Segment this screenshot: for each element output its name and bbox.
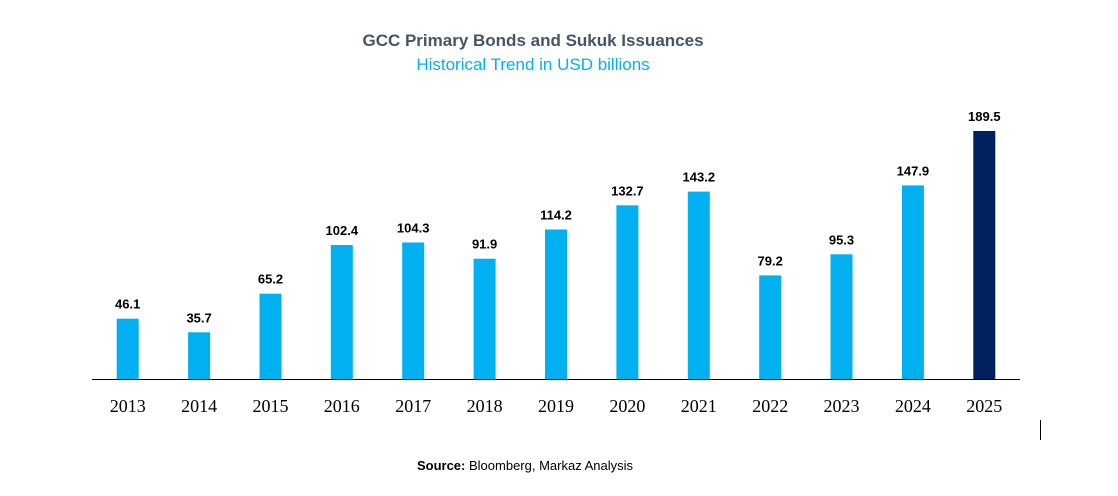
value-label-2020: 132.7: [611, 183, 644, 198]
bar-2015: [259, 293, 282, 379]
value-label-2013: 46.1: [115, 297, 140, 312]
value-label-2019: 114.2: [540, 208, 572, 223]
value-label-2016: 102.4: [326, 223, 359, 238]
bar-chart: 46.1 35.7 65.2 102.4 104.3 91.9 114.2 132.7 143.…: [92, 109, 1020, 416]
bar-2020: [616, 205, 639, 379]
chart-subtitle: Historical Trend in USD billions: [416, 55, 650, 74]
bar-2021: [687, 191, 710, 379]
x-tick-label-2020: 2020: [609, 396, 645, 416]
bars-group: [116, 131, 996, 379]
value-label-2025: 189.5: [968, 109, 1001, 124]
x-tick-label-2017: 2017: [395, 396, 431, 416]
x-tick-labels-group: 2013 2014 2015 2016 2017 2018 2019 2020 2021 2022…: [110, 396, 1003, 416]
text-cursor-mark: [1040, 420, 1041, 440]
bar-2023: [830, 254, 853, 379]
x-tick-label-2024: 2024: [895, 396, 931, 416]
value-label-2015: 65.2: [258, 272, 283, 287]
bar-2014: [188, 332, 211, 379]
value-label-2022: 79.2: [758, 253, 783, 268]
bar-2022: [759, 275, 782, 379]
x-tick-label-2023: 2023: [824, 396, 860, 416]
x-tick-label-2015: 2015: [253, 396, 289, 416]
x-tick-label-2022: 2022: [752, 396, 788, 416]
bar-2025: [973, 131, 996, 379]
x-tick-label-2018: 2018: [467, 396, 503, 416]
value-labels-group: 46.1 35.7 65.2 102.4 104.3 91.9 114.2 132.7 143.…: [115, 109, 1001, 325]
source-note: Source: Bloomberg, Markaz Analysis: [0, 458, 1050, 473]
value-label-2017: 104.3: [397, 221, 430, 236]
bar-2019: [545, 229, 567, 379]
bar-2013: [116, 318, 139, 379]
bar-2016: [330, 245, 353, 379]
x-tick-label-2021: 2021: [681, 396, 717, 416]
bar-2024: [901, 185, 924, 379]
chart-title: GCC Primary Bonds and Sukuk Issuances: [362, 31, 704, 50]
value-label-2021: 143.2: [683, 170, 716, 185]
x-tick-label-2019: 2019: [538, 396, 574, 416]
source-label: Source:: [416, 458, 466, 473]
bar-2018: [473, 258, 496, 379]
value-label-2024: 147.9: [897, 163, 930, 178]
x-tick-label-2013: 2013: [110, 396, 146, 416]
value-label-2018: 91.9: [472, 237, 497, 252]
value-label-2023: 95.3: [829, 232, 854, 247]
source-text: Bloomberg, Markaz Analysis: [469, 458, 634, 473]
x-tick-label-2014: 2014: [181, 396, 217, 416]
x-tick-label-2016: 2016: [324, 396, 360, 416]
value-label-2014: 35.7: [186, 310, 211, 325]
x-tick-label-2025: 2025: [966, 396, 1002, 416]
bar-2017: [402, 242, 425, 379]
